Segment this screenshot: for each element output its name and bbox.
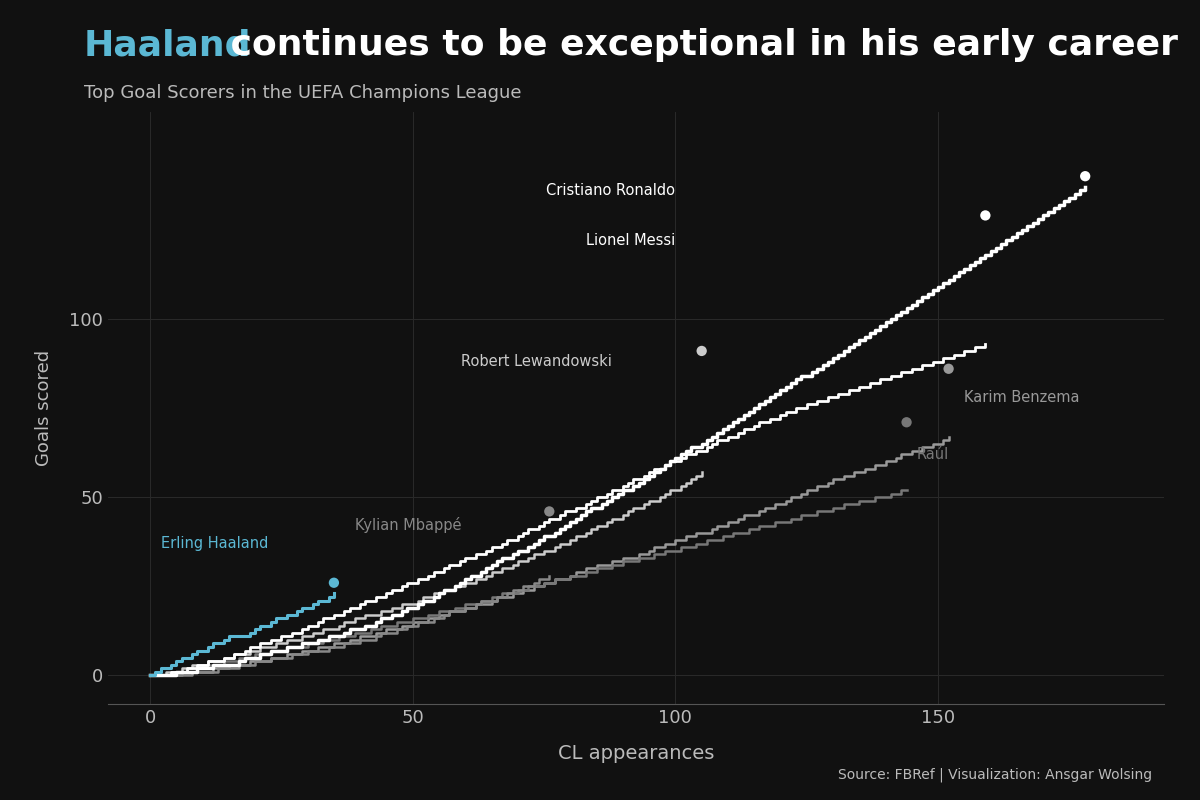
Point (324, 576, 343, 589)
Text: Erling Haaland: Erling Haaland (161, 536, 268, 550)
Point (1075, 170, 1094, 182)
Point (976, 209, 995, 222)
Text: Kylian Mbappé: Kylian Mbappé (355, 517, 462, 533)
Point (692, 345, 712, 358)
Text: Haaland: Haaland (84, 28, 252, 62)
Point (938, 362, 958, 375)
Y-axis label: Goals scored: Goals scored (35, 350, 53, 466)
Text: Raúl: Raúl (917, 447, 949, 462)
Text: Karim Benzema: Karim Benzema (965, 390, 1080, 405)
Text: Cristiano Ronaldo: Cristiano Ronaldo (546, 182, 676, 198)
Text: Lionel Messi: Lionel Messi (586, 233, 676, 247)
Point (896, 416, 916, 429)
Point (540, 505, 559, 518)
Text: Top Goal Scorers in the UEFA Champions League: Top Goal Scorers in the UEFA Champions L… (84, 84, 522, 102)
Text: Source: FBRef | Visualization: Ansgar Wolsing: Source: FBRef | Visualization: Ansgar Wo… (838, 768, 1152, 782)
Text: Robert Lewandowski: Robert Lewandowski (462, 354, 612, 369)
X-axis label: CL appearances: CL appearances (558, 743, 714, 762)
Text: continues to be exceptional in his early career: continues to be exceptional in his early… (218, 28, 1178, 62)
